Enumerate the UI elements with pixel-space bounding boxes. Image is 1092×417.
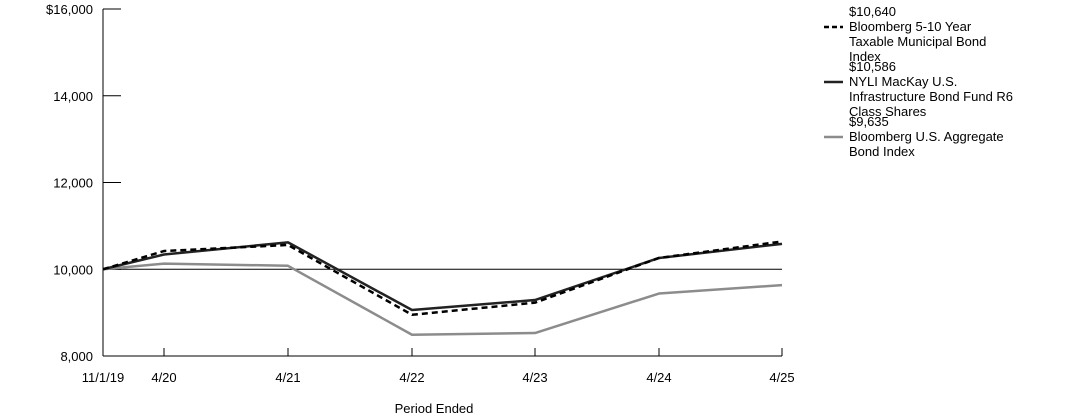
axes (102, 9, 782, 357)
legend-series-name: Bloomberg U.S. Aggregate Bond Index (849, 129, 1004, 159)
x-tick-label: 4/24 (646, 370, 671, 385)
x-tick-label: 4/21 (275, 370, 300, 385)
series-line-1 (102, 240, 783, 317)
x-axis-title: Period Ended (395, 401, 474, 416)
x-tick-label: 4/20 (151, 370, 176, 385)
y-tick-label: 14,000 (53, 89, 93, 104)
y-tick-label: 8,000 (60, 349, 93, 364)
x-tick-label: 4/25 (769, 370, 794, 385)
y-tick-label: $16,000 (46, 2, 93, 17)
legend-end-value: $9,635 (849, 114, 889, 129)
legend-series-name: Bloomberg 5-10 Year Taxable Municipal Bon… (849, 19, 986, 64)
x-tick-label: 4/23 (522, 370, 547, 385)
x-tick-label: 11/1/19 (82, 370, 124, 385)
y-tick-label: 12,000 (53, 176, 93, 191)
series-line-2 (102, 241, 783, 312)
legend-end-value: $10,586 (849, 59, 896, 74)
x-tick-label: 4/22 (399, 370, 424, 385)
y-tick-label: 10,000 (53, 262, 93, 277)
series-line-3 (102, 262, 783, 336)
series-lines (102, 240, 783, 336)
legend-series-name: NYLI MacKay U.S. Infrastructure Bond Fund… (849, 74, 1013, 119)
legend-end-value: $10,640 (849, 4, 896, 19)
x-ticks: 11/1/19 4/20 4/21 4/22 4/23 4/24 4/25 (82, 348, 795, 385)
y-ticks: 8,000 10,000 12,000 14,000 $16,000 (46, 2, 121, 364)
